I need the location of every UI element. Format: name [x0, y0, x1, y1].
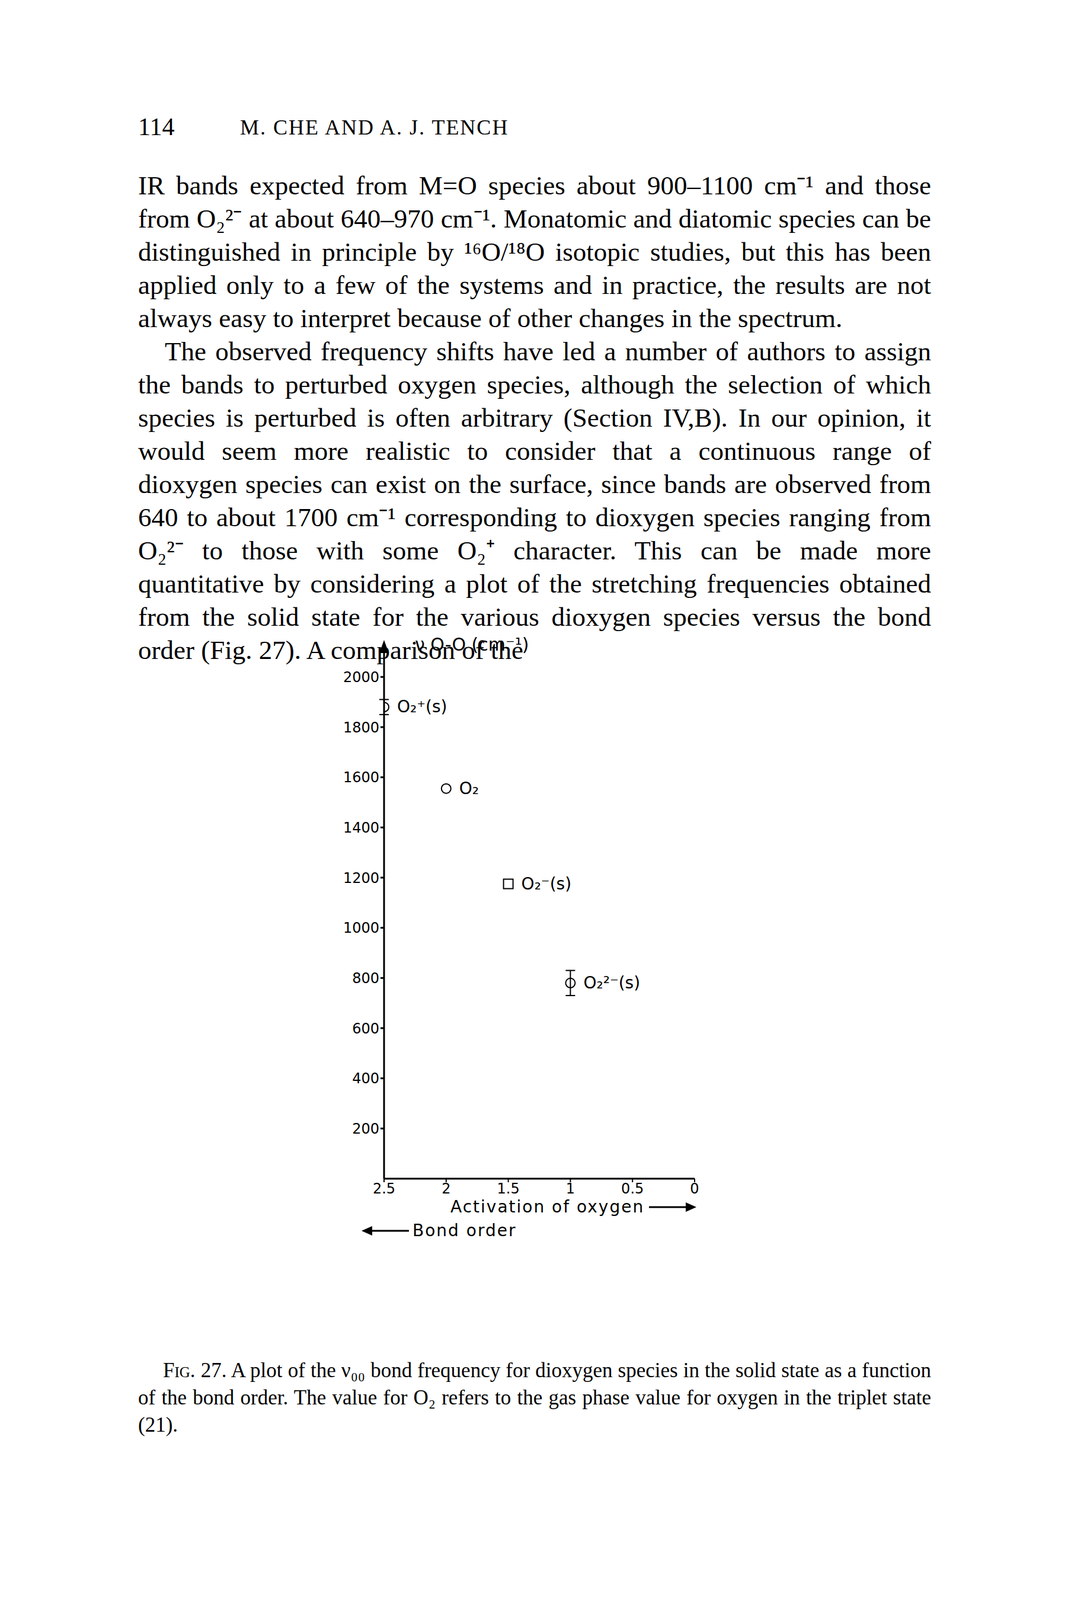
svg-text:1: 1 [566, 1180, 575, 1198]
svg-text:2.5: 2.5 [372, 1180, 396, 1198]
svg-text:O₂⁻(s): O₂⁻(s) [521, 874, 572, 894]
svg-text:2: 2 [441, 1180, 451, 1198]
html-text:114: 114 [138, 113, 175, 141]
html-text:IR bands expected from M=O spe: IR bands expected from M=O species about… [138, 170, 932, 334]
svg-text:2000: 2000 [343, 669, 380, 686]
svg-text:O₂⁺(s): O₂⁺(s) [397, 696, 447, 717]
svg-text:O₂²⁻(s): O₂²⁻(s) [583, 973, 641, 993]
svg-text:400: 400 [352, 1070, 380, 1087]
html-text:Bond order: Bond order [412, 1220, 517, 1241]
svg-text:1800: 1800 [343, 719, 380, 737]
svg-text:1400: 1400 [343, 819, 380, 837]
svg-text:800: 800 [352, 970, 380, 987]
html-text:M. CHE AND A. J. TENCH: M. CHE AND A. J. TENCH [240, 115, 509, 140]
html-text:Activation of oxygen: Activation of oxygen [450, 1197, 645, 1217]
html-text:Fig. 27. A plot of the ν₀₀ bon: Fig. 27. A plot of the ν₀₀ bond frequenc… [138, 1359, 932, 1437]
svg-text:1200: 1200 [343, 870, 380, 887]
html-text:The observed frequency shifts: The observed frequency shifts have led a… [138, 336, 932, 665]
svg-text:0.5: 0.5 [621, 1180, 644, 1198]
svg-text:600: 600 [352, 1020, 380, 1038]
svg-text:O₂: O₂ [459, 778, 479, 799]
svg-text:200: 200 [352, 1120, 380, 1138]
svg-text:1600: 1600 [343, 769, 380, 786]
html-text:ν O-O (cm⁻¹): ν O-O (cm⁻¹) [414, 634, 529, 655]
svg-text:1000: 1000 [343, 919, 380, 937]
svg-text:1.5: 1.5 [497, 1180, 520, 1198]
svg-text:0: 0 [689, 1180, 699, 1198]
